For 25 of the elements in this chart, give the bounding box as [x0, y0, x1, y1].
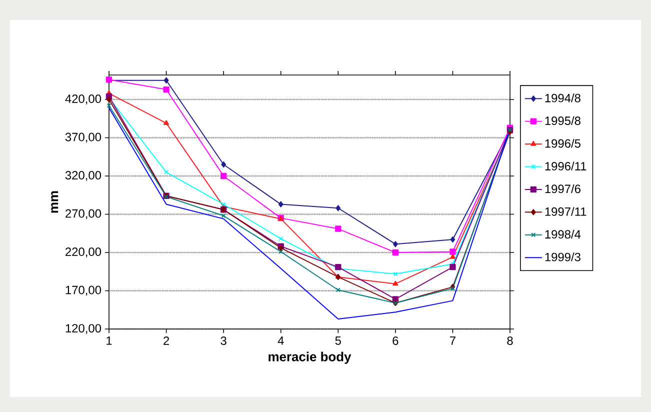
y-tick-label: 270,00: [66, 209, 102, 220]
legend-label: 1999/3: [545, 252, 580, 262]
y-tick-label: 170,00: [66, 286, 102, 296]
x-tick-label: 2: [164, 336, 170, 345]
x-tick-label: 6: [392, 336, 398, 345]
legend-label: 1996/11: [545, 162, 586, 170]
x-axis-title: meracie body: [268, 352, 352, 364]
x-tick-label: 3: [220, 336, 226, 345]
y-tick-label: 370,00: [65, 132, 102, 143]
legend-label: 1995/8: [545, 116, 580, 126]
x-tick-label: 1: [106, 336, 112, 345]
y-tick-label: 420,00: [65, 94, 102, 104]
x-tick-label: 4: [278, 336, 284, 345]
legend-label: 1996/5: [545, 138, 580, 148]
legend-label: 1997/11: [545, 207, 586, 216]
y-tick-label: 120,00: [66, 324, 102, 334]
y-tick-label: 320,00: [65, 171, 102, 181]
y-tick-label: 220,00: [66, 248, 102, 258]
legend-label: 1994/8: [545, 94, 580, 102]
x-tick-label: 8: [507, 336, 513, 345]
x-tick-label: 5: [335, 336, 341, 345]
legend-label: 1997/6: [545, 184, 580, 194]
x-tick-label: 7: [450, 336, 456, 345]
legend-label: 1998/4: [545, 230, 581, 239]
y-axis-title: mm: [51, 191, 58, 213]
